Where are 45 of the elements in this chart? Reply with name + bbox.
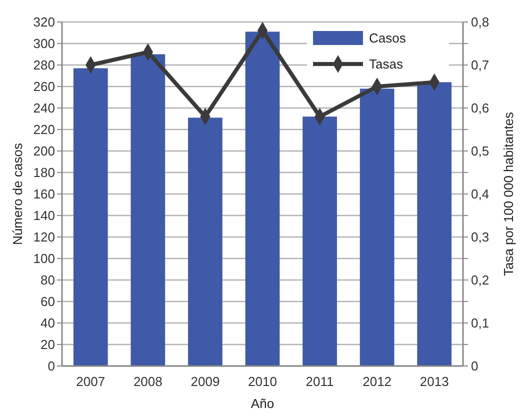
y-tick-label: 220	[33, 122, 55, 138]
y2-tick-label: 0	[471, 358, 478, 374]
y-tick-label: 200	[33, 144, 55, 159]
y-tick-label: 120	[33, 230, 55, 245]
bar	[188, 118, 222, 366]
y-tick-label: 140	[33, 208, 55, 224]
x-tick-label: 2010	[248, 374, 277, 389]
y2-tick-label: 0,5	[471, 144, 490, 159]
y2-tick-label: 0,8	[471, 14, 490, 30]
y-tick-label: 100	[33, 251, 55, 266]
x-tick-label: 2009	[190, 374, 220, 389]
y2-tick-label: 0,7	[471, 58, 490, 73]
y-axis-title: Número de casos	[10, 142, 25, 245]
legend-label: Tasas	[369, 56, 404, 72]
legend-label: Casos	[369, 30, 406, 46]
y-tick-label: 20	[40, 337, 55, 352]
y2-tick-label: 0,4	[471, 186, 490, 202]
y-tick-label: 160	[33, 186, 55, 202]
y-tick-label: 180	[33, 165, 55, 180]
x-axis-title: Año	[250, 396, 274, 411]
bar	[302, 116, 337, 366]
bar	[73, 68, 108, 366]
y2-tick-label: 0,3	[471, 230, 490, 245]
y-tick-label: 320	[33, 14, 55, 30]
x-tick-label: 2008	[133, 374, 162, 389]
y-tick-label: 60	[40, 294, 55, 310]
bar	[130, 54, 166, 366]
y-tick-label: 260	[33, 79, 55, 94]
y2-tick-label: 0,6	[471, 100, 490, 116]
y2-tick-label: 0,2	[471, 272, 490, 288]
bar	[245, 32, 280, 366]
x-tick-label: 2011	[306, 374, 334, 389]
y-tick-label: 280	[33, 58, 55, 73]
y-tick-label: 40	[40, 316, 55, 331]
bar	[360, 88, 394, 366]
y2-tick-label: 0,1	[471, 316, 490, 331]
x-tick-label: 2012	[362, 374, 392, 389]
x-tick-label: 2013	[420, 374, 449, 389]
y-tick-label: 240	[33, 100, 55, 116]
y-tick-label: 0	[48, 358, 55, 374]
y-tick-label: 300	[33, 36, 55, 52]
y2-axis-title: Tasa por 100 000 habitantes	[501, 111, 516, 276]
x-tick-label: 2007	[76, 374, 106, 389]
bar	[417, 82, 452, 366]
y-tick-label: 80	[40, 272, 55, 288]
